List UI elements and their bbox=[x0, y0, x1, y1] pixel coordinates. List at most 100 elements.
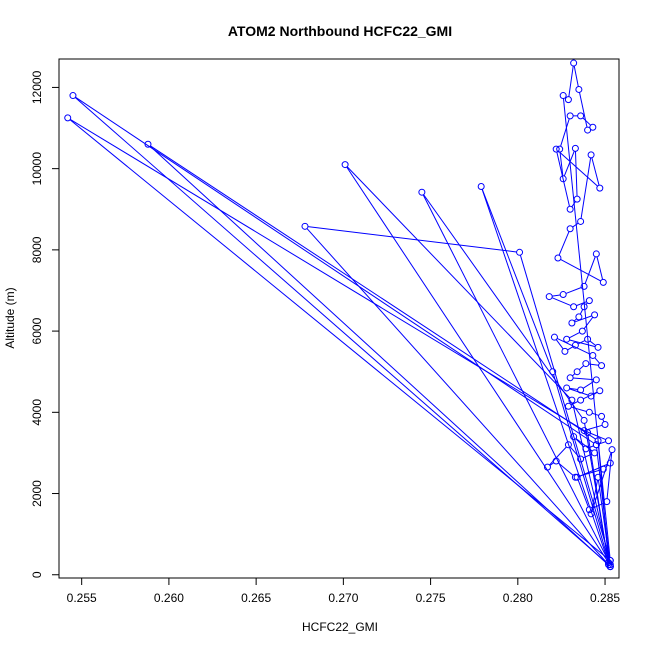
series-line-segment bbox=[560, 118, 570, 147]
data-point bbox=[598, 412, 606, 420]
series-line-segment bbox=[346, 166, 608, 561]
data-point bbox=[568, 396, 576, 404]
data-point bbox=[606, 459, 614, 467]
series-line-segment bbox=[568, 65, 574, 97]
data-point bbox=[584, 429, 592, 437]
series-line-segment bbox=[555, 339, 564, 350]
series-line-segment bbox=[579, 309, 584, 315]
series-line-segment bbox=[597, 480, 611, 564]
data-point bbox=[552, 145, 560, 153]
y-tick-label: 6000 bbox=[30, 317, 44, 344]
data-point bbox=[575, 85, 583, 93]
data-point bbox=[577, 455, 585, 463]
y-tick-label: 0 bbox=[30, 571, 44, 578]
series-line-segment bbox=[606, 452, 613, 499]
series-line-segment bbox=[591, 157, 600, 186]
series-line-segment bbox=[75, 96, 595, 444]
data-point bbox=[549, 368, 557, 376]
data-point bbox=[573, 368, 581, 376]
x-tick-label: 0.265 bbox=[241, 591, 271, 605]
data-point bbox=[594, 437, 602, 445]
data-point bbox=[577, 217, 585, 225]
data-point bbox=[577, 396, 585, 404]
data-point bbox=[585, 297, 593, 305]
series-line-segment bbox=[575, 438, 593, 452]
data-point bbox=[69, 92, 77, 100]
data-point bbox=[575, 313, 583, 321]
series-line-segment bbox=[591, 452, 612, 512]
series-line-segment bbox=[573, 65, 579, 87]
data-point bbox=[606, 561, 614, 569]
data-point bbox=[585, 506, 593, 514]
chart-title: ATOM2 Northbound HCFC22_GMI bbox=[228, 23, 452, 39]
data-point bbox=[570, 59, 578, 67]
data-point bbox=[568, 319, 576, 327]
data-point bbox=[592, 441, 600, 449]
series-line-segment bbox=[588, 445, 594, 449]
series-line-segment bbox=[573, 318, 577, 322]
series-line-segment bbox=[552, 294, 561, 297]
series-line-segment bbox=[584, 256, 596, 284]
y-axis-label: Altitude (m) bbox=[3, 287, 17, 348]
data-point bbox=[573, 195, 581, 203]
data-point bbox=[582, 360, 590, 368]
series-line-segment bbox=[572, 222, 579, 228]
series-line-segment bbox=[560, 258, 601, 282]
data-point bbox=[301, 222, 309, 230]
data-point bbox=[599, 278, 607, 286]
series-line-segment bbox=[569, 332, 580, 339]
data-point bbox=[606, 563, 614, 571]
series-line-segment bbox=[599, 441, 606, 445]
series-line-segment bbox=[583, 453, 593, 459]
series-line-segment bbox=[582, 117, 591, 126]
series-line-segment bbox=[558, 462, 574, 476]
data-point bbox=[570, 303, 578, 311]
data-point bbox=[477, 183, 485, 191]
series-line-segment bbox=[563, 150, 575, 177]
series-line-segment bbox=[594, 357, 600, 364]
x-tick-label: 0.285 bbox=[590, 591, 620, 605]
series-line-segment bbox=[150, 145, 596, 440]
series-lines bbox=[69, 65, 613, 565]
series-line-segment bbox=[149, 145, 609, 565]
data-point bbox=[563, 384, 571, 392]
data-point bbox=[573, 473, 581, 481]
series-line-segment bbox=[569, 446, 580, 458]
series-line-segment bbox=[567, 346, 574, 351]
data-point bbox=[566, 112, 574, 120]
data-point bbox=[580, 416, 588, 424]
series-line-segment bbox=[565, 287, 582, 294]
data-point bbox=[516, 248, 524, 256]
x-axis: 0.255 0.260 0.265 0.270 0.275 0.280 0.285 bbox=[67, 578, 620, 605]
series-line-segment bbox=[70, 119, 586, 432]
series-line-segment bbox=[571, 406, 587, 412]
data-point bbox=[556, 145, 564, 153]
y-tick-label: 10000 bbox=[30, 152, 44, 186]
data-point bbox=[566, 225, 574, 233]
series-line-segment bbox=[588, 363, 599, 366]
series-line-segment bbox=[571, 201, 576, 208]
data-point bbox=[580, 427, 588, 435]
series-line-segment bbox=[583, 391, 598, 400]
series-line-segment bbox=[582, 381, 595, 389]
data-point bbox=[559, 175, 567, 183]
data-point bbox=[571, 144, 579, 152]
data-point bbox=[571, 341, 579, 349]
series-line-segment bbox=[556, 151, 570, 207]
data-point bbox=[601, 420, 609, 428]
series-line-segment bbox=[558, 150, 598, 187]
series-line-segment bbox=[579, 92, 588, 128]
data-point bbox=[580, 303, 588, 311]
series-line-segment bbox=[570, 401, 579, 406]
series-points bbox=[64, 59, 616, 571]
series-line-segment bbox=[481, 189, 609, 560]
data-point bbox=[545, 293, 553, 301]
x-axis-label: HCFC22_GMI bbox=[302, 620, 378, 634]
series-line-segment bbox=[574, 315, 592, 323]
data-point bbox=[577, 112, 585, 120]
series-line-segment bbox=[586, 424, 603, 431]
series-line-segment bbox=[580, 157, 592, 219]
data-point bbox=[577, 386, 585, 394]
data-point bbox=[564, 402, 572, 410]
